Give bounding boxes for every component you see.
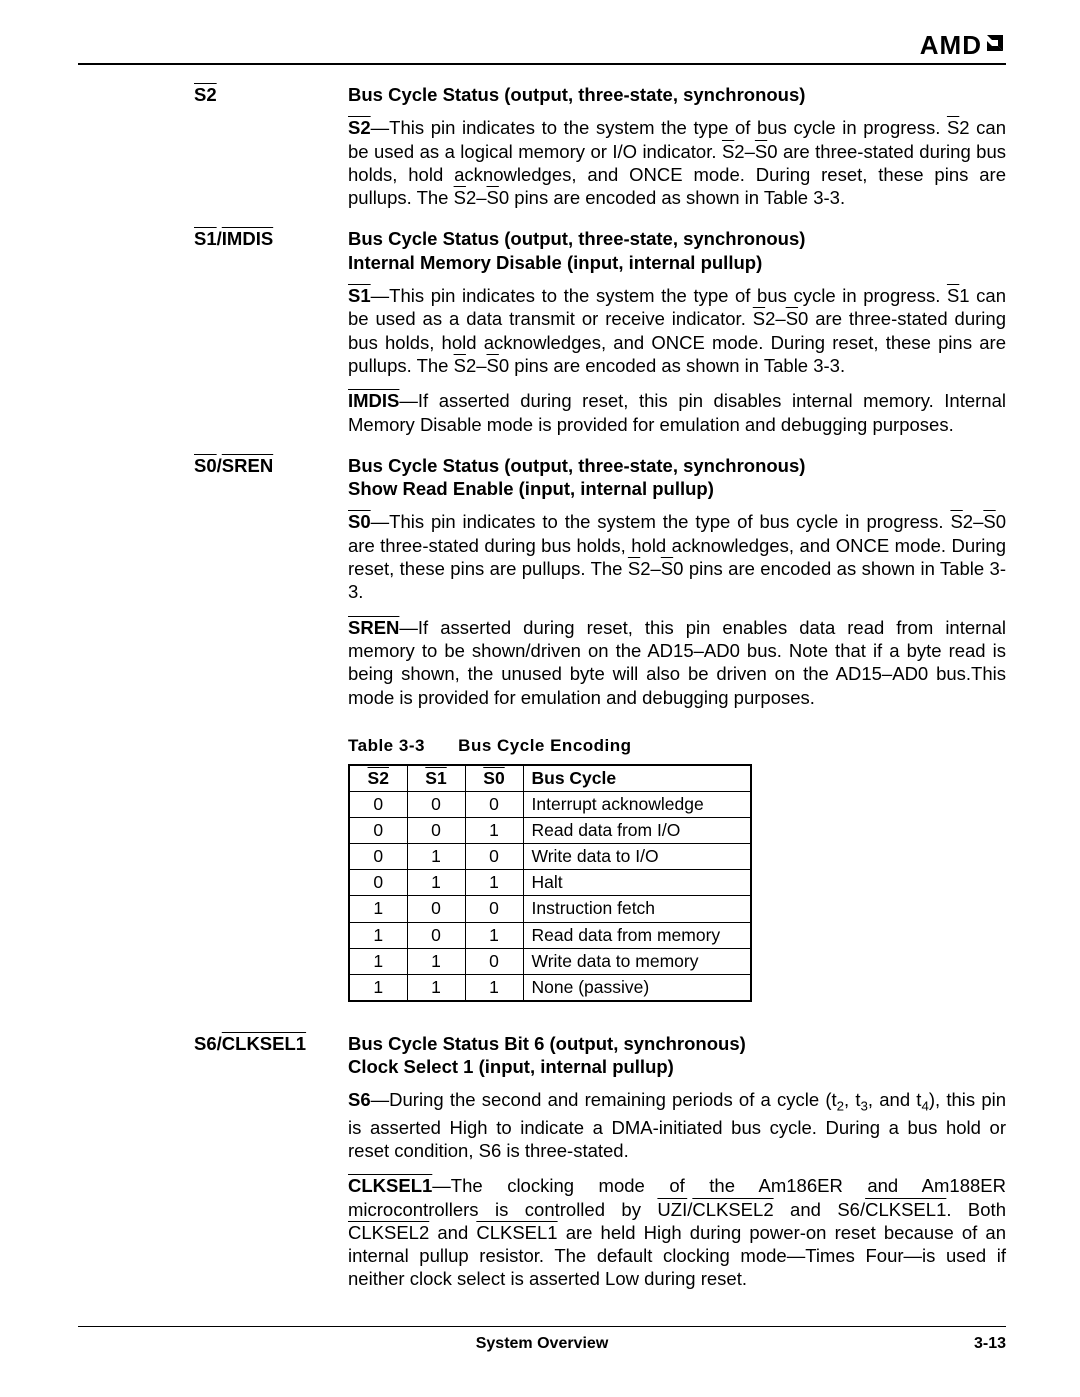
pin-paragraph: CLKSEL1—The clocking mode of the Am186ER…: [348, 1174, 1006, 1290]
page-footer: System Overview 3-13: [78, 1326, 1006, 1353]
table-cell: None (passive): [523, 974, 751, 1001]
content-area: S2Bus Cycle Status (output, three-state,…: [78, 83, 1006, 1303]
table-number: Table 3-3: [348, 736, 425, 755]
pin-label: S2: [194, 83, 348, 221]
table-body-col: Table 3-3 Bus Cycle Encoding S2S1S0Bus C…: [348, 727, 1006, 1026]
pin-label: S1/IMDIS: [194, 227, 348, 447]
pin-body: Bus Cycle Status (output, three-state, s…: [348, 454, 1006, 721]
pin-heading: Bus Cycle Status (output, three-state, s…: [348, 83, 1006, 106]
table-cell: 1: [465, 870, 523, 896]
table-cell: 1: [349, 896, 407, 922]
table-row: 111None (passive): [349, 974, 751, 1001]
table-cell: Read data from memory: [523, 922, 751, 948]
table-row: 001Read data from I/O: [349, 818, 751, 844]
pin-paragraph: S6—During the second and remaining perio…: [348, 1088, 1006, 1162]
table-row: 100Instruction fetch: [349, 896, 751, 922]
header-rule: AMD: [78, 30, 1006, 65]
pin-paragraph: S0—This pin indicates to the system the …: [348, 510, 1006, 603]
table-cell: 1: [465, 818, 523, 844]
table-cell: 0: [465, 844, 523, 870]
pin-heading: Bus Cycle Status (output, three-state, s…: [348, 227, 1006, 274]
footer-title: System Overview: [476, 1335, 609, 1353]
pin-body: Bus Cycle Status (output, three-state, s…: [348, 227, 1006, 447]
table-cell: 0: [407, 792, 465, 818]
page: AMD S2Bus Cycle Status (output, three-st…: [78, 30, 1006, 1309]
pin-entry: S2Bus Cycle Status (output, three-state,…: [194, 83, 1006, 221]
entries-before-table: S2Bus Cycle Status (output, three-state,…: [194, 83, 1006, 721]
table-header-cell: S0: [465, 765, 523, 792]
table-cell: Instruction fetch: [523, 896, 751, 922]
table-title: Table 3-3 Bus Cycle Encoding: [348, 735, 1006, 756]
brand-text: AMD: [920, 30, 982, 61]
pin-entry: S6/CLKSEL1Bus Cycle Status Bit 6 (output…: [194, 1032, 1006, 1303]
table-row: 010Write data to I/O: [349, 844, 751, 870]
table-cell: 1: [407, 870, 465, 896]
pin-body: Bus Cycle Status Bit 6 (output, synchron…: [348, 1032, 1006, 1303]
pin-label: S0/SREN: [194, 454, 348, 721]
table-label-spacer: [194, 727, 348, 1026]
table-header-cell: Bus Cycle: [523, 765, 751, 792]
table-row: 110Write data to memory: [349, 948, 751, 974]
table-cell: 0: [407, 896, 465, 922]
table-cell: 1: [465, 974, 523, 1001]
table-cell: 1: [407, 974, 465, 1001]
brand-arrow-icon: [984, 32, 1006, 54]
table-body: 000Interrupt acknowledge001Read data fro…: [349, 792, 751, 1001]
pin-paragraph: IMDIS—If asserted during reset, this pin…: [348, 389, 1006, 436]
table-row: 101Read data from memory: [349, 922, 751, 948]
pin-label: S6/CLKSEL1: [194, 1032, 348, 1303]
table-cell: 1: [407, 844, 465, 870]
table-cell: 1: [349, 922, 407, 948]
table-cell: 1: [407, 948, 465, 974]
pin-heading: Bus Cycle Status (output, three-state, s…: [348, 454, 1006, 501]
entries-after-table: S6/CLKSEL1Bus Cycle Status Bit 6 (output…: [194, 1032, 1006, 1303]
footer-page-number: 3-13: [974, 1335, 1006, 1353]
table-cell: 0: [465, 896, 523, 922]
table-cell: 0: [465, 792, 523, 818]
bus-cycle-table: S2S1S0Bus Cycle 000Interrupt acknowledge…: [348, 764, 752, 1001]
pin-paragraph: S1—This pin indicates to the system the …: [348, 284, 1006, 377]
table-row: 011Halt: [349, 870, 751, 896]
table-entry: Table 3-3 Bus Cycle Encoding S2S1S0Bus C…: [194, 727, 1006, 1026]
table-cell: 1: [465, 922, 523, 948]
brand-logo: AMD: [920, 30, 1006, 61]
pin-paragraph: S2—This pin indicates to the system the …: [348, 116, 1006, 209]
table-row: 000Interrupt acknowledge: [349, 792, 751, 818]
pin-paragraph: SREN—If asserted during reset, this pin …: [348, 616, 1006, 709]
table-cell: 0: [349, 792, 407, 818]
pin-entry: S0/SRENBus Cycle Status (output, three-s…: [194, 454, 1006, 721]
table-cell: 0: [349, 870, 407, 896]
pin-body: Bus Cycle Status (output, three-state, s…: [348, 83, 1006, 221]
pin-heading: Bus Cycle Status Bit 6 (output, synchron…: [348, 1032, 1006, 1079]
table-cell: 0: [349, 844, 407, 870]
table-header-cell: S1: [407, 765, 465, 792]
table-cell: 0: [407, 922, 465, 948]
table-cell: Read data from I/O: [523, 818, 751, 844]
table-caption: Bus Cycle Encoding: [458, 736, 631, 755]
table-header-cell: S2: [349, 765, 407, 792]
table-cell: 1: [349, 948, 407, 974]
table-cell: 0: [465, 948, 523, 974]
table-cell: 0: [407, 818, 465, 844]
table-cell: Write data to memory: [523, 948, 751, 974]
table-cell: 0: [349, 818, 407, 844]
pin-entry: S1/IMDISBus Cycle Status (output, three-…: [194, 227, 1006, 447]
table-cell: Interrupt acknowledge: [523, 792, 751, 818]
table-header-row: S2S1S0Bus Cycle: [349, 765, 751, 792]
table-cell: Halt: [523, 870, 751, 896]
table-cell: 1: [349, 974, 407, 1001]
table-cell: Write data to I/O: [523, 844, 751, 870]
